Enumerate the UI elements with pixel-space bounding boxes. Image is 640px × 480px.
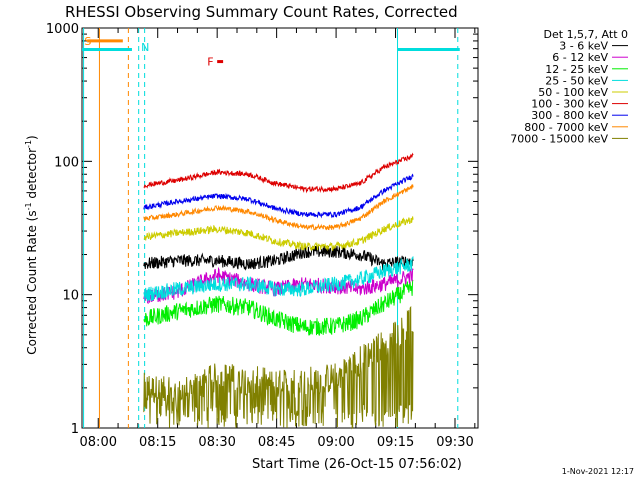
- legend-entry: 12 - 25 keV: [545, 63, 608, 76]
- y-axis-label-sup-1: -1: [24, 202, 33, 210]
- x-axis-label: Start Time (26-Oct-15 07:56:02): [252, 457, 462, 472]
- x-tick-label: 09:00: [317, 435, 354, 450]
- x-tick-label: 08:00: [80, 435, 117, 450]
- plot-area: 1 10 100 1000 08:00 08:15 08:30 08:45 09:00 09:15…: [46, 22, 479, 450]
- y-tick-label: 100: [54, 155, 79, 170]
- series-line: [143, 279, 414, 336]
- series-line: [143, 256, 414, 302]
- legend-entry: 6 - 12 keV: [552, 51, 608, 64]
- series-line: [143, 173, 414, 219]
- legend-entry: 100 - 300 keV: [531, 98, 608, 111]
- y-axis-label-sup-2: -1: [24, 140, 33, 148]
- y-tick-label: 10: [62, 289, 79, 304]
- y-tick-label: 1000: [46, 22, 79, 37]
- footer-timestamp: 1-Nov-2021 12:17: [562, 467, 634, 476]
- x-tick-label: 08:30: [198, 435, 235, 450]
- x-tick-label: 08:15: [139, 435, 176, 450]
- legend-entry: 25 - 50 keV: [545, 74, 608, 87]
- legend-header: Det 1,5,7, Att 0: [544, 28, 628, 41]
- series-line: [143, 152, 414, 194]
- legend-entry: 300 - 800 keV: [531, 109, 608, 122]
- x-tick-label: 09:15: [377, 435, 414, 450]
- x-tick-label: 08:45: [258, 435, 295, 450]
- annotation-label: N: [141, 41, 149, 54]
- plot-frame: [81, 27, 479, 429]
- legend-entry: 800 - 7000 keV: [524, 121, 608, 134]
- y-tick-label: 1: [71, 422, 79, 437]
- legend-entry: 50 - 100 keV: [538, 86, 608, 99]
- y-axis-label-part-3: ): [25, 135, 39, 140]
- series-line: [143, 184, 414, 231]
- chart-title: RHESSI Observing Summary Count Rates, Co…: [65, 3, 458, 21]
- series-line: [143, 216, 414, 252]
- series-line: [143, 305, 414, 430]
- y-axis-label-part-2: detector: [25, 148, 39, 203]
- legend-entry: 3 - 6 keV: [559, 40, 608, 53]
- annotation-label: F: [207, 56, 213, 69]
- y-axis-label: Corrected Count Rate (s-1 detector-1): [24, 135, 39, 354]
- x-tick-label: 09:30: [436, 435, 473, 450]
- legend-entry: 7000 - 15000 keV: [510, 132, 608, 145]
- y-axis-label-part-1: Corrected Count Rate (s: [25, 210, 39, 354]
- series-line: [143, 244, 414, 271]
